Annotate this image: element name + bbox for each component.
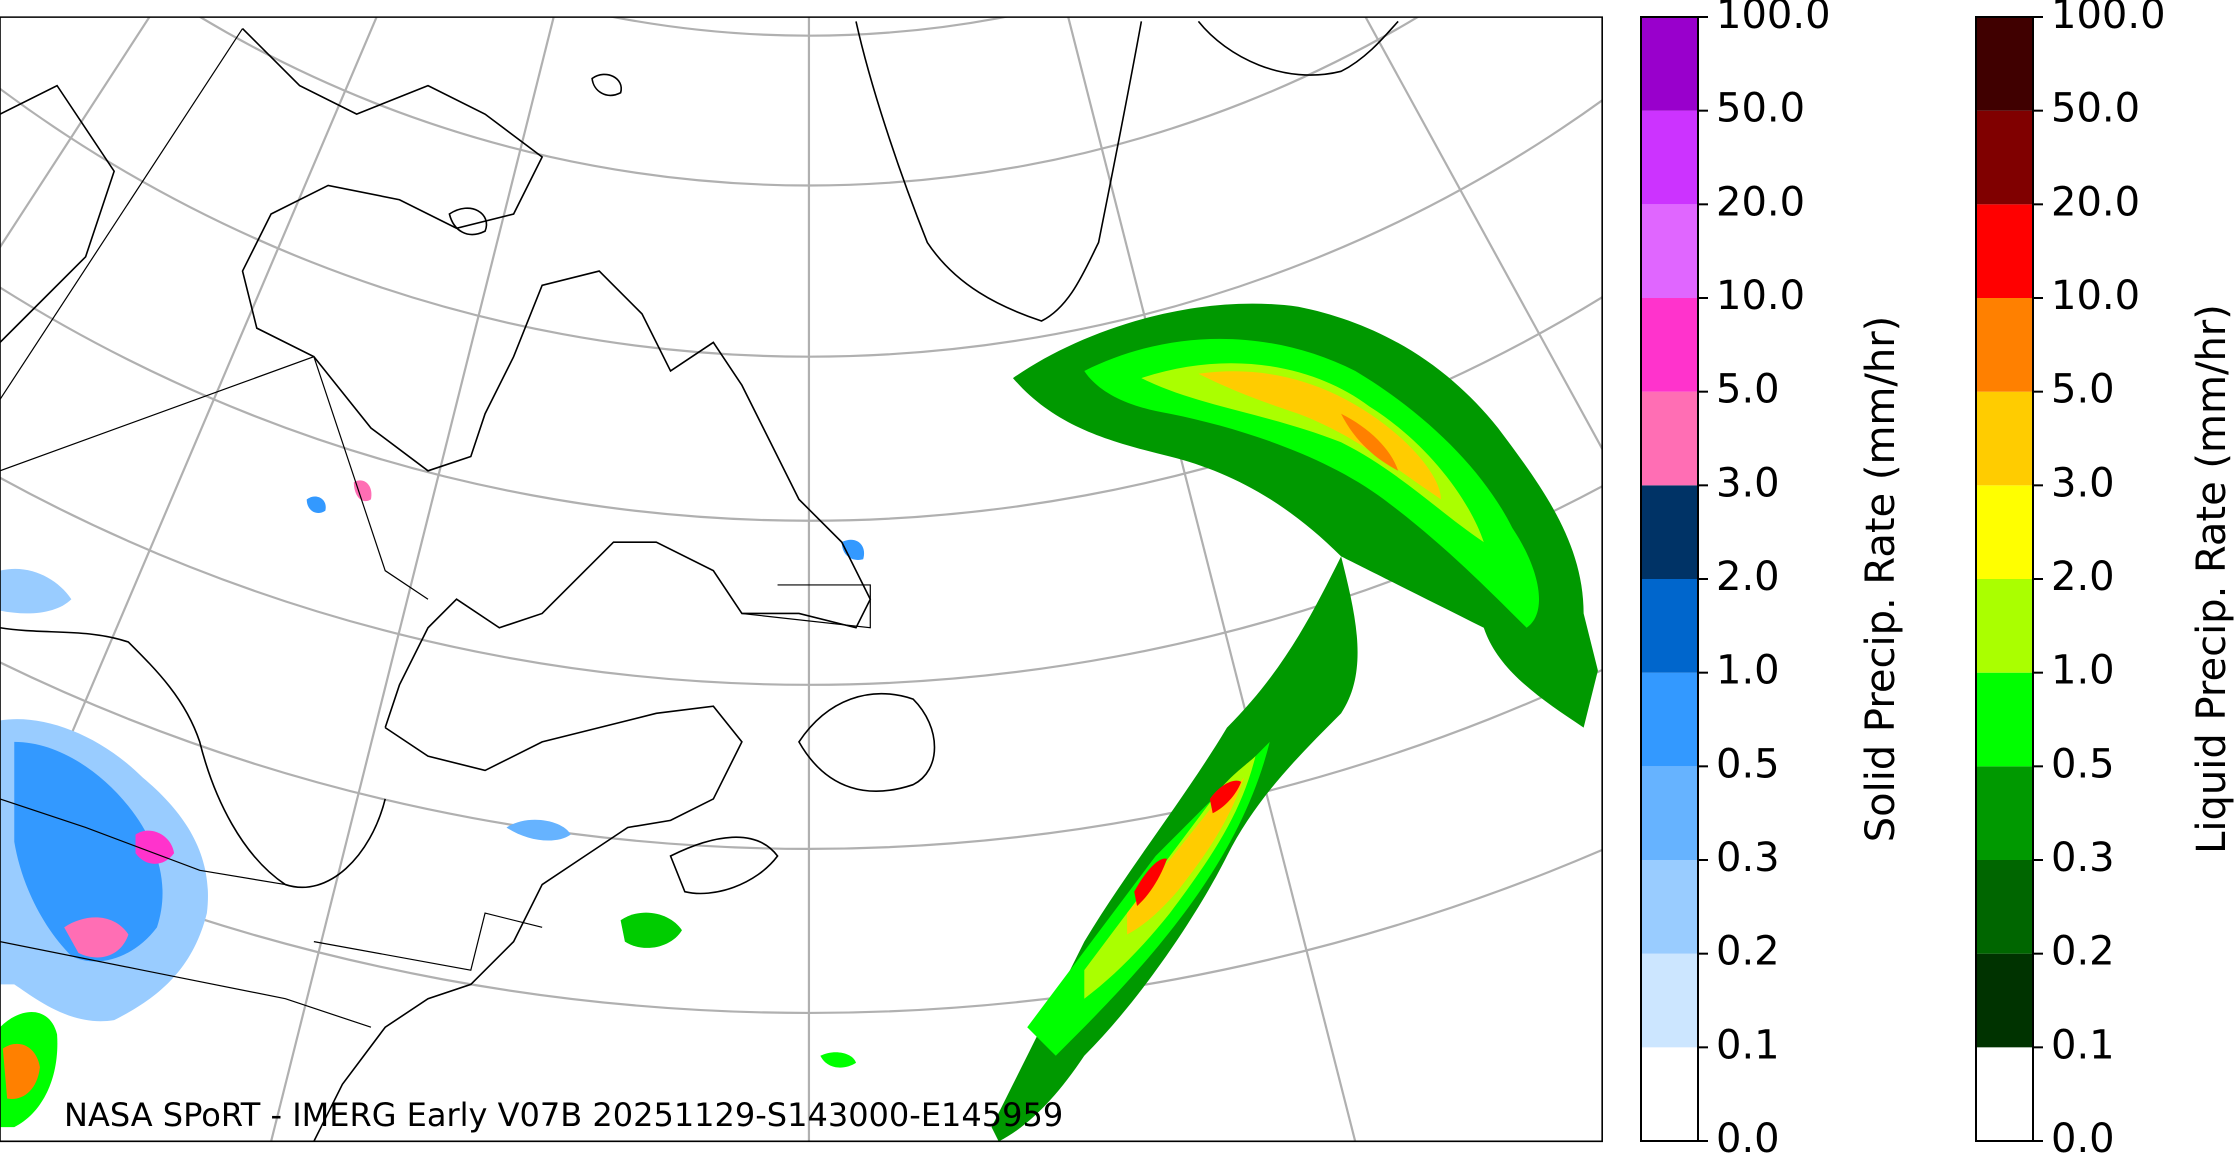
colorbar-segment [1976,204,2033,298]
colorbar-segment [1641,110,1698,205]
annotation: NASA SPoRT - IMERG Early V07B 20251129-S… [64,1096,1063,1134]
colorbar-tick-label: 1.0 [2051,648,2115,694]
colorbar-tick-label: 1.0 [1716,648,1780,694]
colorbar-tick-label: 20.0 [1716,179,1805,225]
precip-solid [0,480,865,1022]
rain-area [1084,338,1540,628]
rain-area [1127,777,1245,935]
colorbar-tick-label: 0.3 [2051,835,2115,881]
colorbar-segment [1976,672,2033,767]
rain-area [2,1043,40,1100]
snow-area [353,480,372,502]
rain-area [1198,371,1441,500]
colorbar-segment [1976,766,2033,860]
colorbar-label: Liquid Precip. Rate (mm/hr) [2189,304,2235,854]
colorbar-segment [1641,485,1698,579]
colorbar-segment [1641,204,1698,298]
colorbar-segment [1641,953,1698,1048]
colorbar-tick-label: 0.3 [1716,835,1780,881]
colorbar-tick-label: 5.0 [2051,367,2115,413]
borders [0,29,870,1028]
colorbar-segment [1976,860,2033,954]
colorbar-segment [1641,17,1698,111]
colorbar-tick-label: 3.0 [1716,460,1780,506]
colorbar-tick-label: 50.0 [2051,86,2140,132]
rain-area [820,1052,857,1068]
colorbar-tick-label: 2.0 [2051,554,2115,600]
colorbar-segment [1641,579,1698,673]
colorbar-tick-label: 50.0 [1716,86,1805,132]
snow-area [306,496,326,513]
colorbar-tick-label: 0.1 [2051,1022,2115,1068]
colorbar-segment [1976,17,2033,111]
colorbar-tick-label: 0.2 [1716,929,1780,975]
colorbar-segment [1641,672,1698,767]
colorbar-segment [1641,860,1698,954]
colorbar-tick-label: 100.0 [1716,0,1831,38]
coastlines [0,21,1398,1141]
map-frame [0,17,1602,1141]
snow-area [135,830,175,864]
colorbar-tick-label: 2.0 [1716,554,1780,600]
precip-liquid [0,303,1598,1142]
colorbar-segment [1641,766,1698,860]
colorbar-segment [1976,391,2033,486]
colorbar-label: Solid Precip. Rate (mm/hr) [1858,316,1904,843]
colorbar-tick-label: 20.0 [2051,179,2140,225]
snow-area [64,917,129,958]
colorbar-segment [1976,1047,2033,1141]
colorbar-tick-label: 0.0 [1716,1116,1780,1162]
colorbar-segment [1976,298,2033,392]
colorbar-tick-label: 0.1 [1716,1022,1780,1068]
snow-area [506,819,571,841]
rain-area [620,912,682,948]
colorbar-segment [1976,485,2033,579]
colorbar-tick-label: 10.0 [2051,273,2140,319]
snow-area [14,741,163,962]
colorbar-tick-label: 5.0 [1716,367,1780,413]
rain-area [1134,858,1168,906]
colorbar-segment [1976,579,2033,673]
colorbar-tick-label: 0.0 [2051,1116,2115,1162]
colorbar-tick-label: 100.0 [2051,0,2166,38]
snow-area [0,568,72,614]
rain-area [1341,413,1399,471]
colorbar-tick-label: 0.5 [1716,741,1780,787]
colorbar-segment [1976,110,2033,205]
colorbar-tick-label: 10.0 [1716,273,1805,319]
colorbar-segment [1976,953,2033,1048]
colorbar-segment [1641,1047,1698,1141]
colorbar-tick-label: 0.5 [2051,741,2115,787]
colorbar-segment [1641,391,1698,486]
rain-area [1209,780,1242,814]
colorbar-tick-label: 0.2 [2051,929,2115,975]
colorbar-segment [1641,298,1698,392]
colorbar-tick-label: 3.0 [2051,460,2115,506]
